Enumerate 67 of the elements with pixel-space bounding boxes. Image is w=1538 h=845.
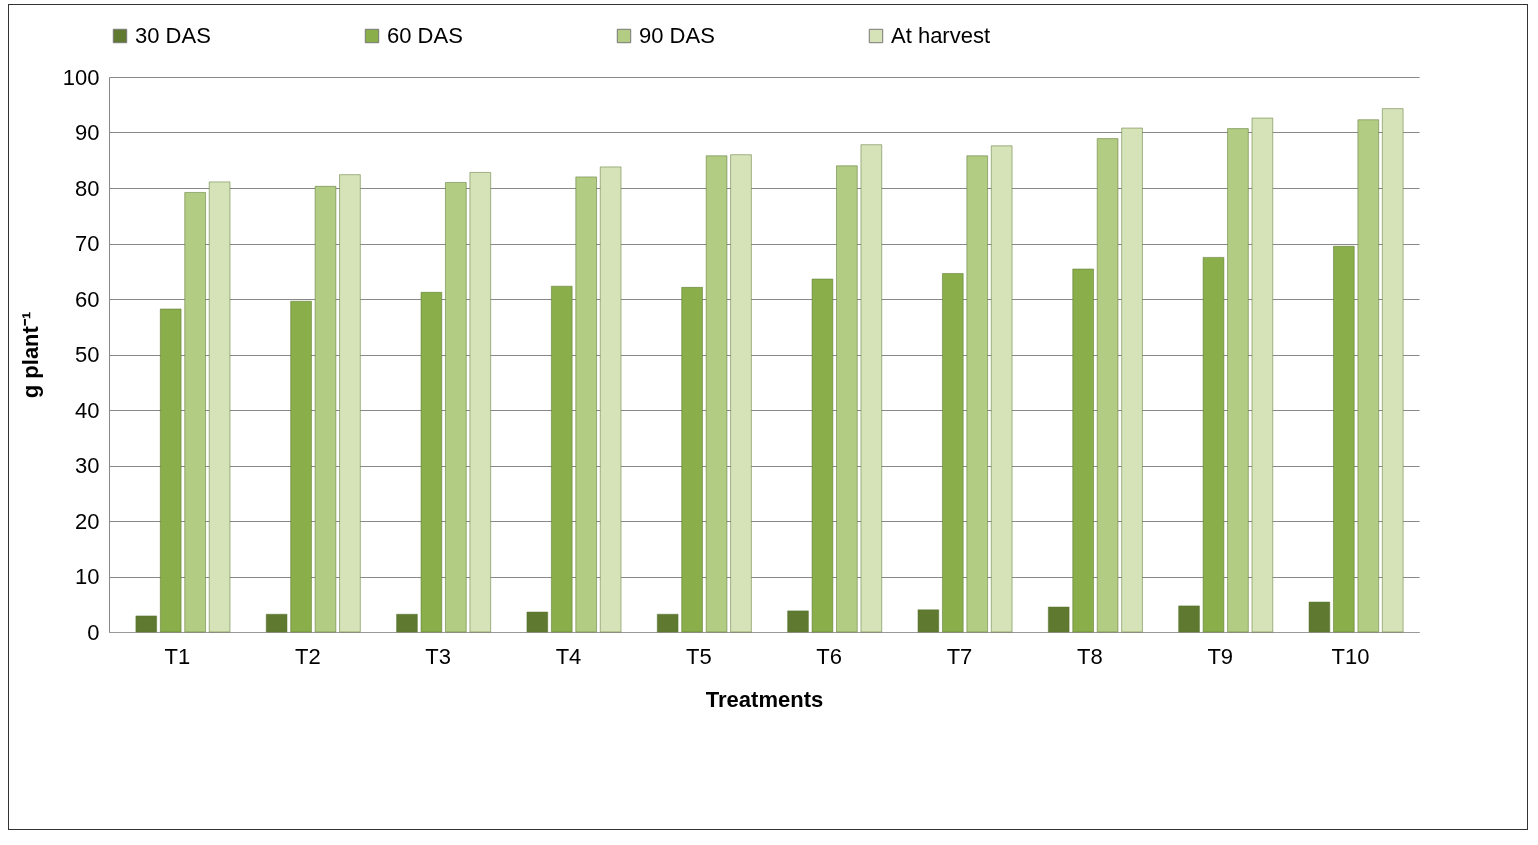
bar xyxy=(1333,246,1355,633)
bar xyxy=(1308,601,1331,633)
bar xyxy=(811,278,834,633)
bar xyxy=(1251,117,1274,633)
bar xyxy=(339,174,361,633)
legend-label: 30 DAS xyxy=(135,23,211,48)
x-axis-title: Treatments xyxy=(705,686,824,712)
y-tick-label: 40 xyxy=(75,397,100,423)
x-tick-label: T4 xyxy=(555,643,582,669)
bar xyxy=(657,613,679,633)
bar xyxy=(526,611,548,633)
bar xyxy=(1072,268,1094,633)
bar xyxy=(184,192,206,633)
bar xyxy=(917,609,939,633)
bar xyxy=(942,273,964,633)
y-tick-label: 90 xyxy=(75,120,100,145)
bar xyxy=(1382,108,1404,633)
bar xyxy=(135,615,157,633)
legend-label: 60 DAS xyxy=(387,23,463,48)
bar xyxy=(600,166,622,633)
y-tick-label: 30 xyxy=(75,453,100,478)
bar xyxy=(290,300,312,633)
bar xyxy=(469,172,491,633)
bar xyxy=(1178,605,1200,633)
bar xyxy=(991,145,1013,633)
bar xyxy=(208,181,231,633)
bar xyxy=(1227,128,1249,633)
bar xyxy=(787,610,809,633)
bar xyxy=(445,182,467,633)
bar xyxy=(1048,606,1070,633)
bar xyxy=(420,292,443,633)
bar xyxy=(551,285,573,633)
x-tick-label: T1 xyxy=(164,643,191,669)
x-tick-label: T7 xyxy=(946,643,973,669)
y-tick-label: 60 xyxy=(75,286,100,312)
legend-label: 90 DAS xyxy=(639,23,715,48)
bar xyxy=(1121,127,1143,633)
x-tick-label: T8 xyxy=(1077,643,1103,669)
y-tick-label: 0 xyxy=(87,619,100,645)
x-tick-label: T3 xyxy=(425,643,451,669)
legend-label: At harvest xyxy=(891,23,991,48)
y-tick-label: 20 xyxy=(75,508,100,534)
y-tick-label: 50 xyxy=(75,342,100,367)
x-tick-label: T10 xyxy=(1331,643,1370,669)
y-tick-label: 100 xyxy=(62,64,100,90)
bar xyxy=(705,155,728,633)
x-tick-label: T9 xyxy=(1207,643,1234,669)
bar xyxy=(1096,138,1119,633)
x-tick-label: T2 xyxy=(294,643,321,669)
bar xyxy=(681,287,703,633)
bar xyxy=(265,613,288,633)
y-tick-label: 70 xyxy=(75,231,100,256)
x-tick-label: T5 xyxy=(685,643,712,669)
y-tick-label: 80 xyxy=(75,175,100,201)
y-tick-label: 10 xyxy=(75,564,100,589)
bar xyxy=(1357,119,1379,633)
y-axis-title: g plant⁻¹ xyxy=(17,311,43,399)
bar xyxy=(860,144,882,633)
bar xyxy=(730,154,752,633)
bar xyxy=(575,176,597,633)
bar xyxy=(836,165,858,633)
bar xyxy=(966,155,988,633)
bar xyxy=(396,613,418,633)
x-tick-label: T6 xyxy=(816,643,843,669)
bar xyxy=(1202,257,1225,633)
bar xyxy=(314,186,337,633)
bar xyxy=(160,308,182,633)
